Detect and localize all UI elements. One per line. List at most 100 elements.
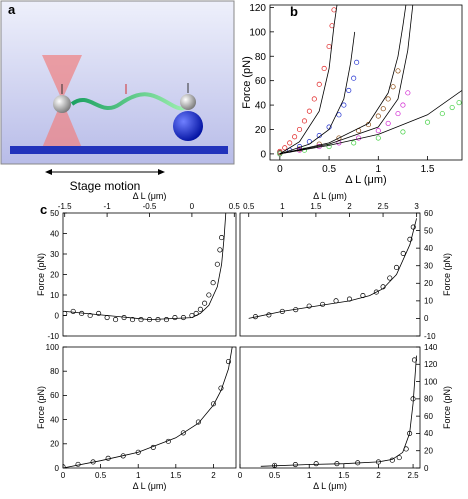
x-tick-label: -0.5 — [143, 202, 157, 211]
data-point — [389, 457, 395, 463]
x-tick-label: 1.5 — [310, 202, 322, 211]
data-point — [313, 461, 319, 467]
panel-label: a — [8, 2, 16, 17]
y-tick-label: 100 — [424, 377, 438, 386]
x-tick-label: 2.5 — [377, 202, 389, 211]
data-point — [311, 96, 317, 102]
data-point — [320, 301, 326, 307]
y-axis-title: Force (pN) — [36, 253, 46, 296]
x-tick-label: -1 — [104, 202, 112, 211]
x-tick-label: 0.5 — [243, 202, 255, 211]
data-point — [316, 81, 322, 87]
fit-line — [248, 218, 417, 319]
y-tick-label: 20 — [255, 125, 267, 136]
data-point — [306, 108, 312, 114]
y-tick-label: 10 — [424, 297, 433, 306]
y-tick-label: 80 — [255, 52, 267, 63]
chart: 0 0.5 1 1.5 0 20 40 60 80 100 120 Δ L (μm) Force (pN… — [241, 3, 463, 186]
fit-line — [279, 31, 356, 155]
data-point — [375, 135, 381, 141]
y-tick-label: 0 — [260, 149, 266, 160]
data-point — [449, 104, 455, 111]
data-point — [380, 106, 386, 112]
y-tick-label: 100 — [46, 343, 60, 352]
data-point — [390, 84, 396, 90]
anchor-bead — [173, 111, 203, 141]
x-axis-title: Δ L (μm) — [345, 174, 386, 186]
data-point — [75, 461, 81, 467]
caption: Stage motion — [70, 179, 141, 193]
data-point — [354, 59, 360, 65]
y-tick-label: 50 — [424, 226, 433, 235]
data-point — [407, 236, 413, 242]
x-tick-label: 2 — [211, 471, 216, 480]
y-tick-label: 40 — [50, 415, 59, 424]
data-point — [400, 129, 406, 135]
chart: 0.5 1 1.5 2 2.5 3 -10 0 10 20 30 40 50 60 Δ L (μm) Forc… — [239, 191, 452, 341]
fit-line — [279, 90, 462, 155]
y-tick-label: 0 — [424, 314, 429, 323]
x-tick-label: 1.5 — [170, 471, 182, 480]
data-point — [217, 247, 223, 253]
data-point — [70, 308, 76, 314]
trapped-bead — [53, 95, 71, 113]
data-point — [63, 310, 68, 316]
y-tick-label: 0 — [55, 464, 60, 473]
y-tick-label: 80 — [50, 367, 59, 376]
data-point — [195, 419, 201, 425]
y-tick-label: 60 — [50, 391, 59, 400]
data-point — [210, 401, 216, 407]
data-point — [385, 120, 391, 126]
x-tick-label: 0.5 — [229, 202, 241, 211]
data-point — [387, 275, 393, 281]
data-point — [356, 135, 362, 141]
x-tick-label: 2 — [376, 471, 381, 480]
data-point — [373, 289, 379, 295]
chart: -1.5 -1 -0.5 0 0.5 -10 0 10 20 30 40 50 Δ L (μm) Forc… — [36, 191, 240, 341]
data-point — [287, 140, 293, 146]
fit-line — [279, 5, 338, 155]
data-point — [351, 75, 357, 81]
data-point — [219, 235, 225, 241]
data-point — [292, 461, 298, 468]
plot-frame — [62, 346, 237, 469]
data-point — [202, 300, 208, 306]
data-point — [214, 261, 220, 267]
x-tick-label: 0.5 — [269, 471, 281, 480]
y-tick-label: 20 — [50, 440, 59, 449]
fit-line — [279, 5, 407, 155]
y-axis-title: Force (pN) — [442, 253, 452, 296]
y-tick-label: 60 — [424, 412, 433, 421]
y-tick-label: 40 — [424, 429, 433, 438]
x-tick-label: 0.5 — [95, 471, 107, 480]
data-point — [405, 90, 411, 96]
data-point — [360, 293, 366, 299]
x-tick-label: 0.5 — [322, 164, 336, 175]
y-tick-label: 40 — [50, 229, 59, 238]
plot-area — [248, 218, 417, 320]
x-tick-label: 2.5 — [408, 471, 420, 480]
plot-area — [63, 347, 233, 468]
data-point — [292, 134, 298, 140]
plot-frame — [239, 212, 421, 337]
data-point — [336, 112, 342, 118]
y-tick-label: 140 — [424, 343, 438, 352]
x-axis-title: Δ L (μm) — [313, 481, 347, 491]
x-axis-title: Δ L (μm) — [313, 191, 347, 201]
data-point — [400, 250, 406, 256]
y-tick-label: 40 — [424, 244, 433, 253]
y-axis-title: Force (pN) — [442, 386, 452, 429]
x-tick-label: 2 — [347, 202, 352, 211]
panel-label: c — [40, 202, 47, 217]
data-point — [129, 317, 136, 323]
bead — [180, 94, 196, 110]
chart: 0 0.5 1 1.5 2 2.5 0 20 40 60 80 100 120 140 Δ L (μm) Fo… — [238, 343, 452, 491]
x-tick-label: 0 — [61, 471, 66, 480]
data-point — [282, 145, 288, 151]
y-tick-label: 50 — [50, 209, 59, 218]
y-tick-label: 120 — [249, 3, 266, 14]
y-tick-label: -10 — [47, 332, 59, 341]
data-point — [385, 96, 391, 102]
y-tick-label: 100 — [249, 27, 266, 38]
